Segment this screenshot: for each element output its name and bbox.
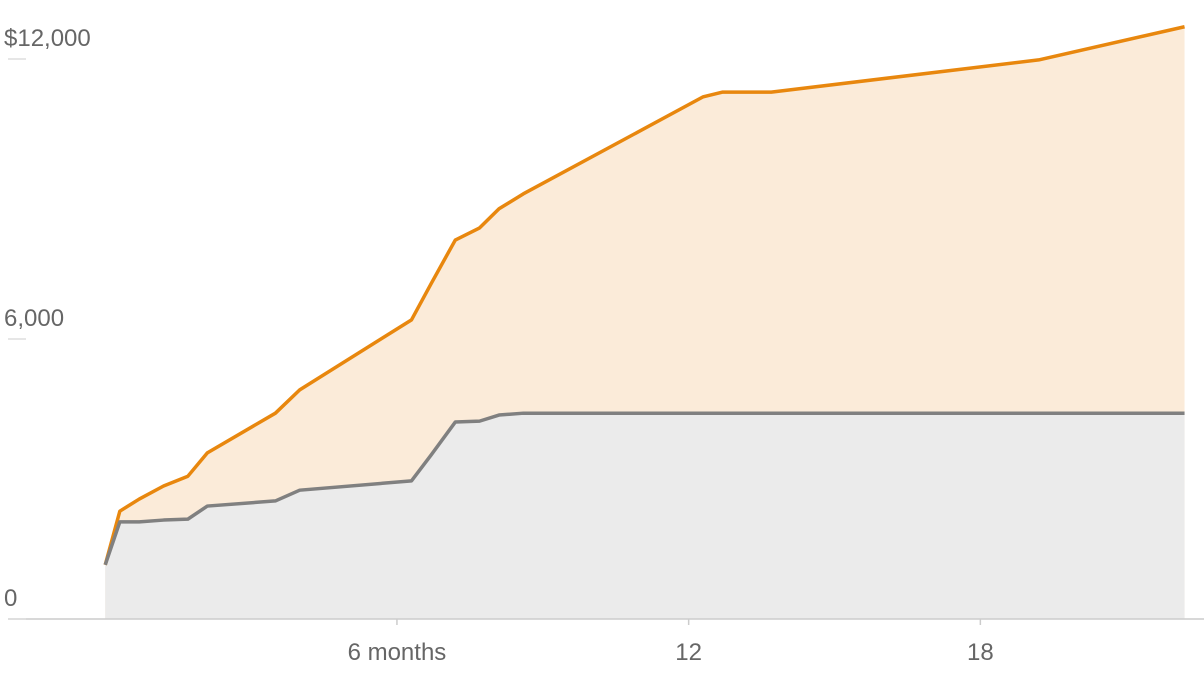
line bbox=[103, 411, 1185, 566]
x-tick-label: 18 bbox=[967, 639, 994, 666]
line bbox=[103, 25, 1185, 566]
x-tick-label: 6 months bbox=[348, 639, 447, 666]
x-tick-label: 12 bbox=[675, 639, 702, 666]
y-tick-label: 6,000 bbox=[4, 305, 64, 332]
area-fill bbox=[105, 413, 1185, 619]
y-tick-label: $12,000 bbox=[4, 25, 91, 52]
y-tick-label: 0 bbox=[4, 585, 17, 612]
